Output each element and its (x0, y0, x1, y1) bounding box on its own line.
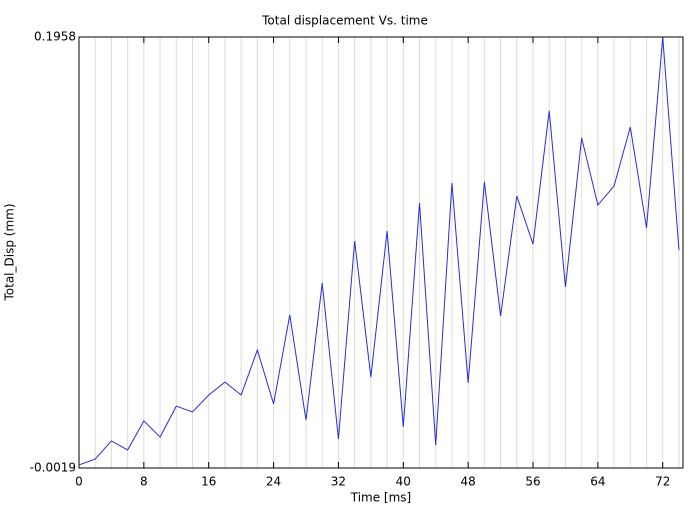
x-tick-label: 40 (396, 475, 411, 489)
x-tick-label: 56 (525, 475, 540, 489)
chart-title: Total displacement Vs. time (261, 14, 428, 28)
x-tick-label: 16 (201, 475, 216, 489)
y-tick-label: -0.0019 (30, 461, 76, 475)
x-tick-label: 0 (75, 475, 83, 489)
x-tick-label: 24 (266, 475, 281, 489)
x-tick-label: 48 (461, 475, 476, 489)
x-axis-label: Time [ms] (350, 491, 412, 505)
y-axis-label: Total_Disp (mm) (3, 203, 17, 301)
x-tick-label: 64 (590, 475, 605, 489)
x-tick-label: 8 (140, 475, 148, 489)
plot-frame (78, 36, 684, 469)
x-tick-label: 32 (331, 475, 346, 489)
y-tick-label: 0.1958 (34, 30, 76, 44)
x-tick-label: 72 (655, 475, 670, 489)
data-line (78, 36, 680, 466)
